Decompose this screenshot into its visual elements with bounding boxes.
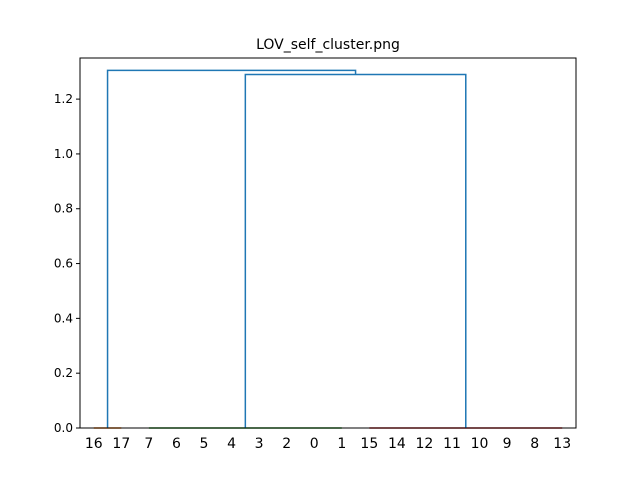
leaf-label-1: 1 xyxy=(337,436,346,452)
y-tick-label-0: 0.0 xyxy=(54,421,73,435)
leaf-label-0: 0 xyxy=(310,436,319,452)
leaf-label-16: 16 xyxy=(85,436,103,452)
y-tick-label-4: 0.8 xyxy=(54,202,73,216)
chart-title: LOV_self_cluster.png xyxy=(256,37,400,53)
leaf-label-11: 11 xyxy=(443,436,461,452)
leaf-label-7: 7 xyxy=(144,436,153,452)
y-tick-label-1: 0.2 xyxy=(54,366,73,380)
leaf-label-13: 13 xyxy=(553,436,571,452)
y-axis: 0.0 0.2 0.4 0.6 0.8 1.0 1.2 xyxy=(54,92,80,435)
leaf-label-3: 3 xyxy=(255,436,264,452)
leaf-label-6: 6 xyxy=(172,436,181,452)
leaf-label-12: 12 xyxy=(416,436,434,452)
leaf-label-2: 2 xyxy=(282,436,291,452)
leaf-label-14: 14 xyxy=(388,436,406,452)
leaf-label-15: 15 xyxy=(360,436,378,452)
leaf-label-5: 5 xyxy=(200,436,209,452)
leaf-label-8: 8 xyxy=(530,436,539,452)
y-tick-label-2: 0.4 xyxy=(54,311,73,325)
leaf-label-9: 9 xyxy=(503,436,512,452)
plot-frame xyxy=(79,57,577,429)
y-tick-label-3: 0.6 xyxy=(54,257,73,271)
x-axis-leaf-labels: 16 17 7 6 5 4 3 2 0 1 15 14 12 11 10 9 8 13 xyxy=(85,436,571,452)
leaf-label-17: 17 xyxy=(112,436,130,452)
dendrogram-link-4 xyxy=(106,69,357,428)
y-tick-label-6: 1.2 xyxy=(54,92,73,106)
y-tick-label-5: 1.0 xyxy=(54,147,73,161)
leaf-label-4: 4 xyxy=(227,436,236,452)
leaf-label-10: 10 xyxy=(471,436,489,452)
